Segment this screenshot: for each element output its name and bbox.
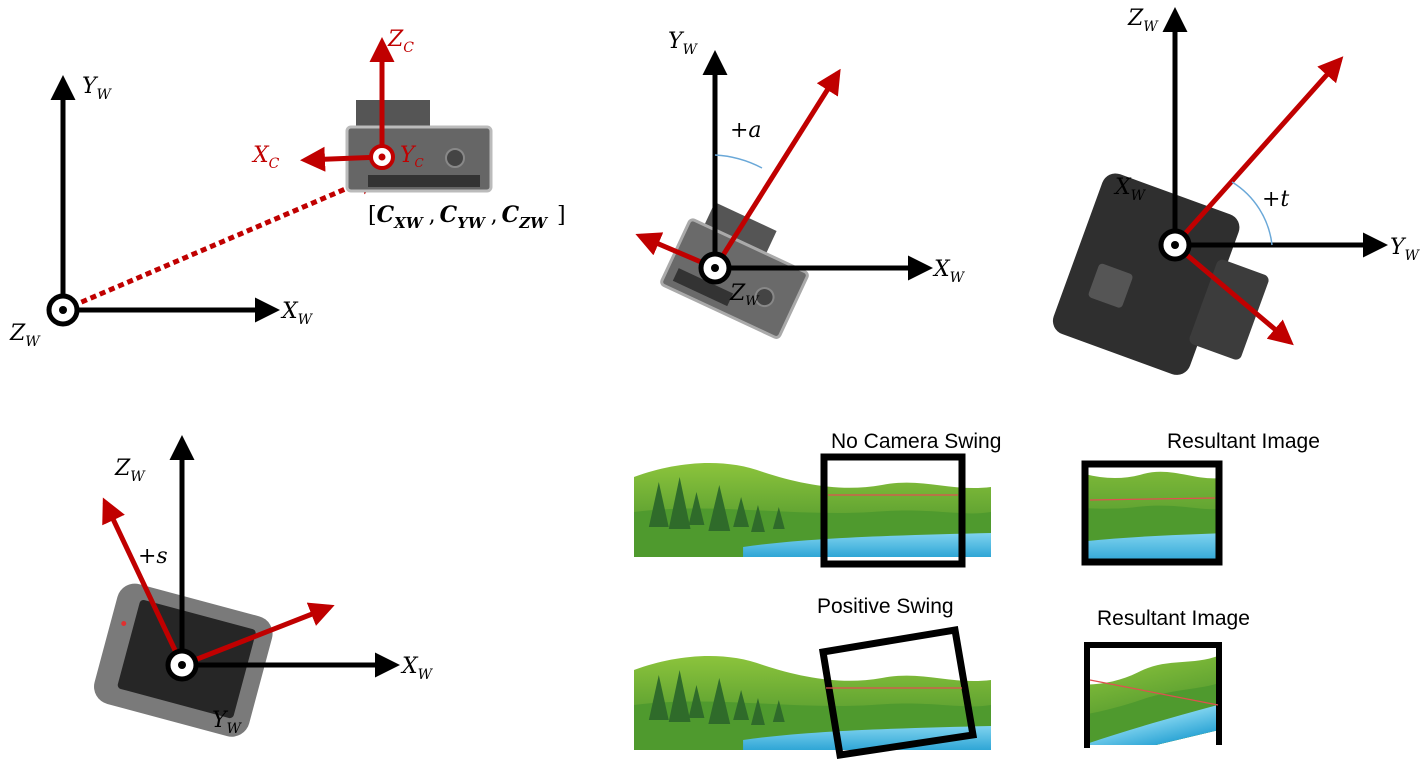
camera-top-view xyxy=(345,100,493,193)
svg-text:XW: XW xyxy=(1113,175,1147,204)
label-xw: X xyxy=(280,299,299,324)
landscape-strip-bottom xyxy=(634,655,991,750)
no-swing-frame xyxy=(820,453,966,568)
label-yw: Y xyxy=(82,74,99,99)
camera-side-view xyxy=(1052,173,1269,375)
label-zw: Z xyxy=(1127,6,1144,31)
svg-text:YW: YW xyxy=(1390,235,1421,264)
svg-text:XW: XW xyxy=(932,257,966,286)
resultant-caption-top: Resultant Image xyxy=(1167,430,1320,453)
svg-text:XW: XW xyxy=(400,654,434,683)
no-swing-caption: No Camera Swing xyxy=(831,430,1001,453)
panel-azimuth: YW XW ZW +a xyxy=(635,29,966,339)
tilt-angle-label: +t xyxy=(1262,187,1289,212)
camera-down-axis xyxy=(1173,243,1294,346)
label-xc: X xyxy=(251,143,270,168)
label-yc: Y xyxy=(400,143,417,168)
azimuth-angle-label: +a xyxy=(730,118,762,143)
panel-swing: ZW XW YW +s xyxy=(94,435,434,737)
svg-text:XW: XW xyxy=(280,299,314,328)
svg-text:XC: XC xyxy=(251,143,280,172)
swing-angle-label: +s xyxy=(138,544,168,569)
resultant-caption-bottom: Resultant Image xyxy=(1097,607,1250,630)
label-xw: X xyxy=(1113,175,1132,200)
swing-illustration: No Camera Swing Resultant Image Positive… xyxy=(634,430,1320,759)
label-yw: Y xyxy=(668,29,685,54)
azimuth-angle-arc xyxy=(714,154,763,169)
svg-text:ZW: ZW xyxy=(729,281,760,309)
landscape-strip-top xyxy=(634,462,991,557)
camera-position-vector xyxy=(62,171,383,313)
camera-optical-axis xyxy=(712,68,841,270)
svg-text:YW: YW xyxy=(82,74,113,103)
label-zw: Z xyxy=(114,456,131,481)
camera-up-axis xyxy=(102,497,185,667)
label-yw: Y xyxy=(1390,235,1407,260)
svg-text:YW: YW xyxy=(668,29,699,58)
label-xw: X xyxy=(400,654,419,679)
camera-right-axis xyxy=(181,602,335,668)
camera-coordinates-label: [CXW, CYW, CZW] xyxy=(368,202,566,232)
camera-optical-axis xyxy=(1173,56,1344,247)
svg-text:YW: YW xyxy=(212,708,243,737)
svg-text:ZC: ZC xyxy=(387,27,414,56)
label-zw: Z xyxy=(729,281,746,306)
svg-text:ZW: ZW xyxy=(1127,6,1159,35)
positive-swing-caption: Positive Swing xyxy=(817,595,954,618)
svg-text:ZW: ZW xyxy=(114,456,146,485)
panel-tilt: ZW XW YW +t xyxy=(1052,6,1421,375)
label-zc: Z xyxy=(387,27,404,52)
label-yw: Y xyxy=(212,708,229,733)
label-zw: Z xyxy=(9,321,26,346)
tilt-angle-arc xyxy=(1231,181,1273,246)
label-xw: X xyxy=(932,257,951,282)
resultant-frame-bottom xyxy=(1084,642,1222,748)
svg-text:YC: YC xyxy=(400,143,424,170)
panel-camera-position: YW XW ZW ZC XC YC [CXW, CYW, CZW] xyxy=(9,27,566,350)
positive-swing-frame xyxy=(818,625,978,759)
svg-text:ZW: ZW xyxy=(9,321,41,350)
resultant-frame-top xyxy=(1081,460,1223,566)
